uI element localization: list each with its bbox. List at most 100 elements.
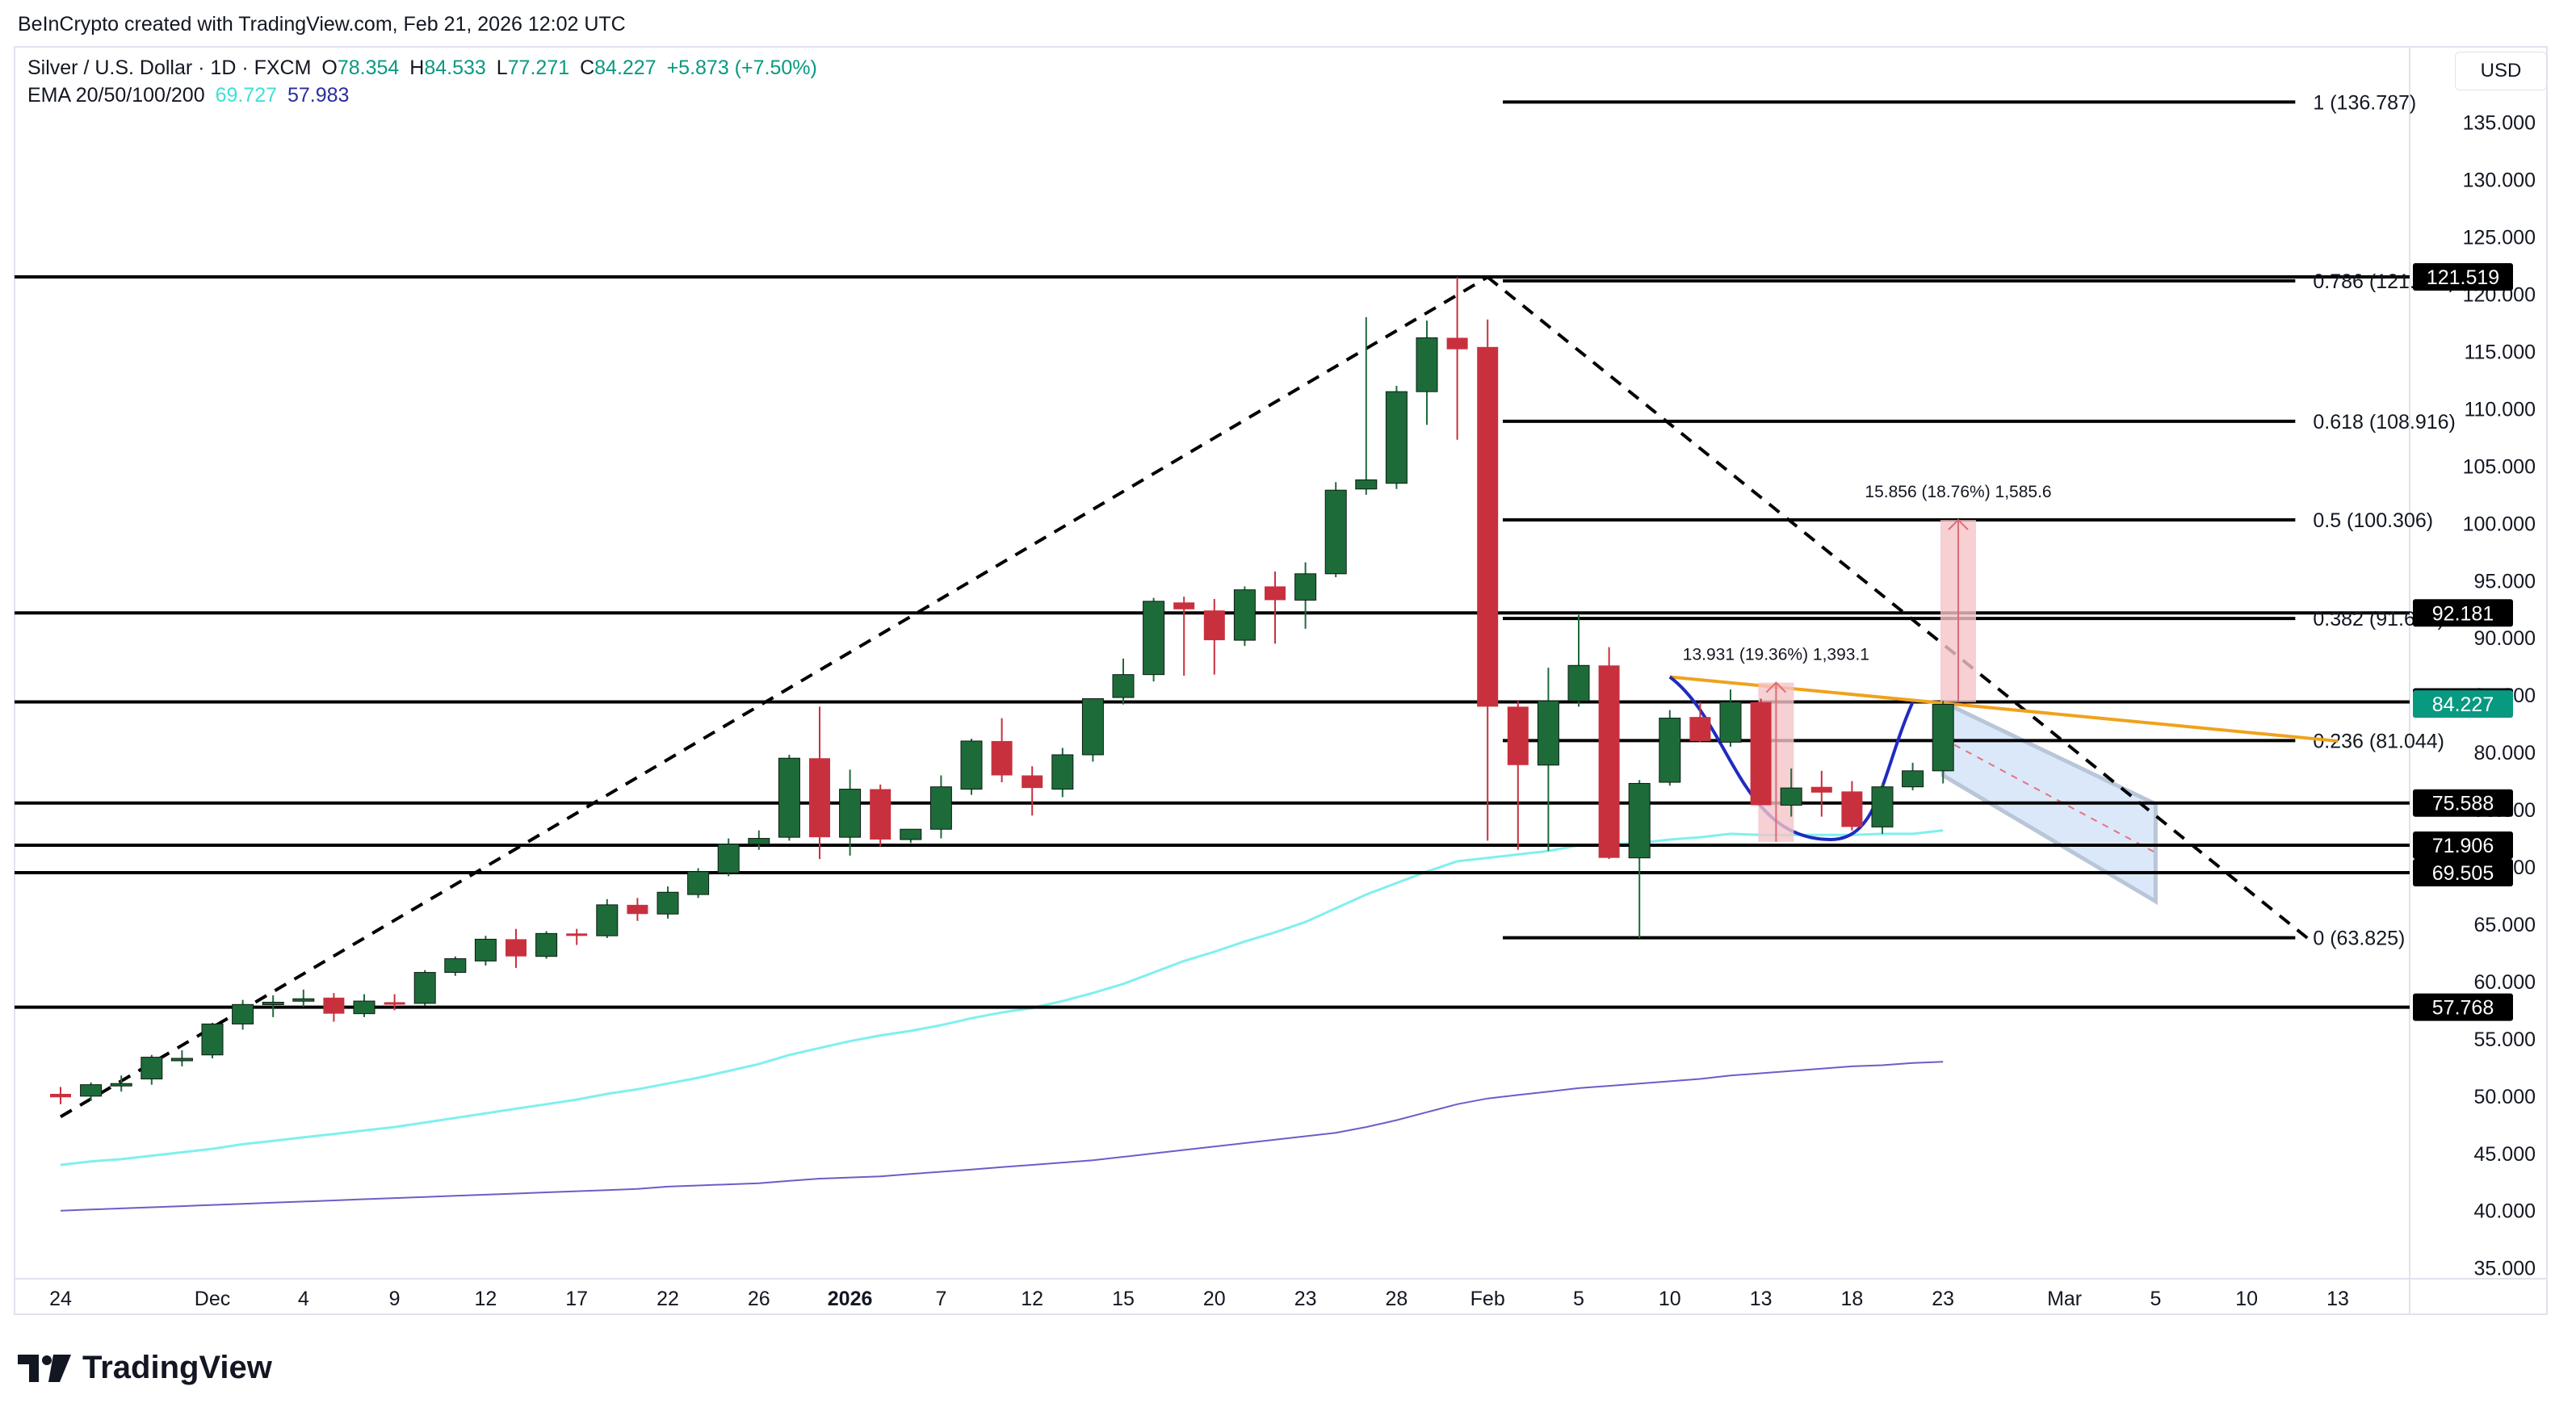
candle-body (1628, 782, 1651, 859)
ema200-value: 57.983 (287, 84, 350, 107)
time-tick-label: 4 (298, 1288, 309, 1310)
candle (1324, 482, 1347, 578)
candle-body (900, 828, 922, 840)
price-tick-label: 55.000 (2474, 1028, 2536, 1051)
time-tick-label: 17 (565, 1288, 588, 1310)
candle-body (1385, 391, 1408, 484)
candle (50, 1087, 71, 1104)
rise-dashed-line (59, 275, 1489, 1119)
symbol-legend[interactable]: Silver / U.S. Dollar · 1D · FXCM O78.354… (27, 57, 822, 80)
level-price-tag: 69.505 (2432, 862, 2494, 885)
level-price-tag-bg (2413, 859, 2513, 887)
candle-body (413, 972, 436, 1004)
time-axis: 24 Dec 4 9 12 17 22 26 2026 7 12 15 20 23 28 Feb 5 10 13 18… (49, 1288, 2349, 1310)
candle (201, 1023, 224, 1059)
candle (1537, 668, 1559, 852)
candle-body (141, 1057, 163, 1080)
candle (80, 1082, 103, 1101)
time-tick-label: 22 (657, 1288, 679, 1310)
cup-curve (1668, 675, 1915, 841)
time-tick-label: 13 (1750, 1288, 1773, 1310)
time-tick-label: 5 (2150, 1288, 2161, 1310)
candle-body (80, 1084, 103, 1097)
ema-legend[interactable]: EMA 20/50/100/200 69.727 57.983 (27, 84, 354, 107)
candle (1022, 766, 1043, 816)
candle-body (50, 1093, 71, 1098)
candle-body (232, 1003, 254, 1024)
level-price-tag-bg (2413, 262, 2513, 291)
candle (748, 830, 770, 850)
candle-body (1143, 601, 1165, 676)
candle-body (687, 871, 710, 895)
candle (1294, 562, 1317, 629)
candle (1385, 386, 1408, 489)
candle-body (929, 786, 952, 830)
candle (1628, 780, 1651, 939)
price-tick-label: 130.000 (2463, 170, 2536, 192)
candle-body (748, 838, 770, 845)
ema20-line (60, 829, 1944, 1167)
price-tick-label: 135.000 (2463, 112, 2536, 135)
open-label: O (321, 57, 338, 79)
candle (1871, 783, 1894, 834)
ema20-value: 69.727 (215, 84, 278, 107)
measure-label: 13.931 (19.36%) 1,393.1 (1683, 646, 1869, 664)
time-tick-label: 18 (1840, 1288, 1863, 1310)
measure-label: 15.856 (18.76%) 1,585.6 (1865, 483, 2051, 501)
candle-body (839, 789, 862, 838)
candle-body (1022, 775, 1043, 789)
candle (1355, 316, 1378, 495)
price-tick-label: 105.000 (2463, 455, 2536, 478)
horizontal-levels (15, 274, 2410, 1009)
candle-body (566, 933, 588, 936)
candle-body (960, 740, 983, 790)
candle-body (1841, 791, 1863, 827)
candle (1841, 781, 1863, 831)
candle (1719, 689, 1742, 748)
ema-label: EMA 20/50/100/200 (27, 84, 205, 107)
fibonacci-retracement: 1 (136.787)0.786 (121.173)0.618 (108.916… (1503, 91, 2456, 950)
candle-body (627, 904, 648, 915)
time-tick-label: 23 (1932, 1288, 1954, 1310)
candle (292, 989, 315, 1007)
chart-frame (14, 46, 2548, 1315)
candle-body (1902, 770, 1924, 788)
time-tick-label: 7 (935, 1288, 946, 1310)
candle (141, 1054, 163, 1085)
candle (1689, 702, 1711, 743)
candle (627, 898, 648, 921)
candle-body (384, 1002, 405, 1005)
candle-body (657, 891, 679, 915)
price-tick-label: 95.000 (2474, 570, 2536, 593)
channel-midline (1942, 738, 2156, 854)
candle-body (596, 904, 619, 936)
candle-body (170, 1058, 193, 1062)
candle (1810, 770, 1832, 817)
credit-line: BeInCrypto created with TradingView.com,… (18, 13, 631, 36)
time-tick-label: Dec (195, 1288, 230, 1310)
time-tick-label: 10 (1659, 1288, 1681, 1310)
close-label: C (580, 57, 595, 79)
fib-level-label: 0 (63.825) (2313, 928, 2405, 950)
price-tick-label: 40.000 (2474, 1200, 2536, 1223)
change-value: +5.873 (+7.50%) (666, 57, 817, 79)
candle (566, 928, 588, 945)
candle (960, 739, 983, 795)
candle (1416, 320, 1438, 425)
candle-body (1355, 479, 1378, 490)
price-tick-label: 125.000 (2463, 227, 2536, 249)
open-value: 78.354 (337, 57, 400, 79)
time-tick-label: 5 (1573, 1288, 1584, 1310)
candle (1598, 647, 1620, 860)
symbol-name: Silver / U.S. Dollar · 1D · FXCM (27, 57, 312, 79)
time-tick-label: 23 (1294, 1288, 1317, 1310)
candle-body (1233, 589, 1256, 641)
level-price-tag: 92.181 (2432, 602, 2494, 625)
price-tick-label: 60.000 (2474, 971, 2536, 994)
candle (353, 994, 375, 1017)
candle (506, 928, 527, 968)
currency-button[interactable]: USD (2455, 52, 2547, 90)
level-price-tag: 121.519 (2427, 266, 2499, 289)
